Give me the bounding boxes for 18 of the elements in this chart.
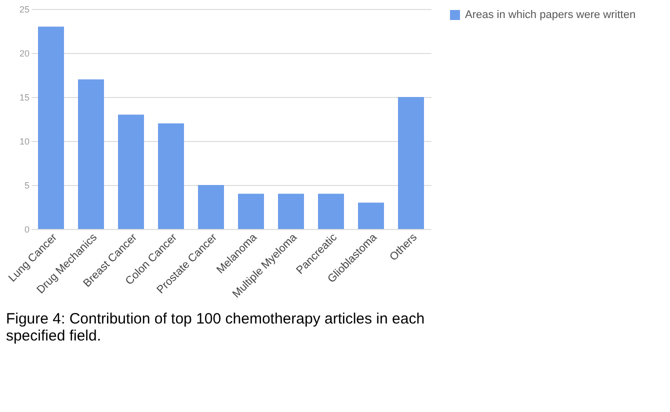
bar [238, 194, 264, 229]
bar [358, 202, 384, 229]
bar [118, 114, 144, 229]
y-tick-label: 15 [19, 92, 30, 102]
bar [318, 194, 344, 229]
y-tick-label: 5 [24, 180, 30, 190]
bar [158, 123, 184, 229]
y-tick-label: 10 [19, 136, 30, 146]
bar [278, 194, 304, 229]
bar [38, 26, 64, 229]
y-tick-label: 25 [19, 4, 30, 14]
y-tick-label: 20 [19, 48, 30, 58]
bar [78, 79, 104, 229]
caption: Figure 4: Contribution of top 100 chemotherapy articles in each specified field. [6, 310, 425, 344]
y-tick-label: 0 [24, 224, 30, 234]
bar [398, 97, 424, 229]
bar [198, 185, 224, 229]
legend-label: Areas in which papers were written [465, 9, 636, 21]
